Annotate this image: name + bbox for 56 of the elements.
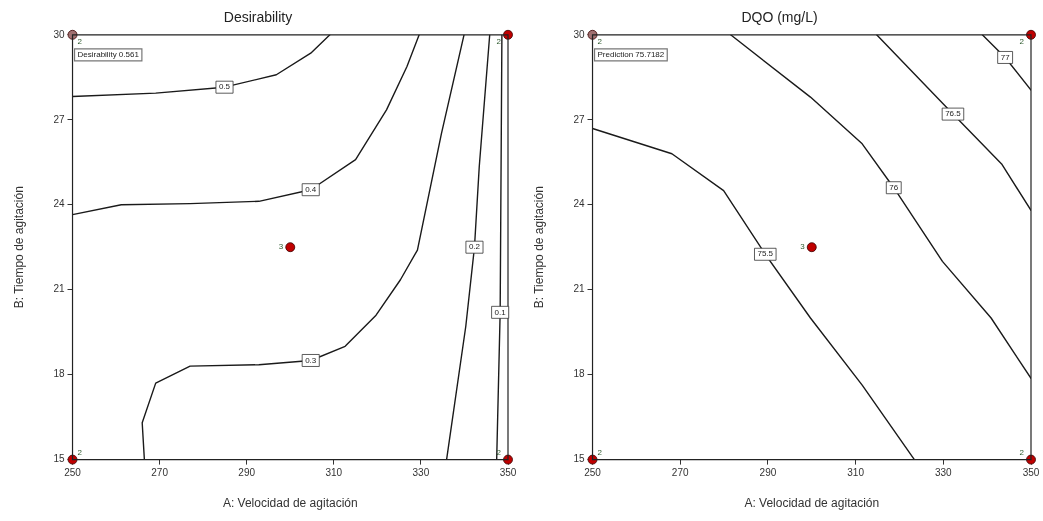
series-label: 77 bbox=[1000, 52, 1011, 62]
y-tick-label: 15 bbox=[53, 453, 65, 465]
y-tick-label: 27 bbox=[573, 113, 585, 125]
annotation: 3 bbox=[278, 242, 284, 252]
y-tick-label: 30 bbox=[573, 28, 585, 40]
point bbox=[285, 242, 296, 253]
x-tick-label: 290 bbox=[238, 467, 256, 479]
x-tick-label: 290 bbox=[759, 467, 777, 479]
x-tick-label: 350 bbox=[499, 467, 517, 479]
x-axis-title: A: Velocidad de agitación bbox=[222, 496, 358, 511]
x-tick-label: 330 bbox=[934, 467, 953, 479]
series-label: 0.5 bbox=[218, 82, 231, 92]
y-tick-label: 30 bbox=[53, 28, 65, 40]
annotation: 2 bbox=[597, 37, 603, 46]
y-tick-label: 18 bbox=[53, 368, 65, 380]
point bbox=[503, 29, 513, 40]
annotation: Desirability 0.561 bbox=[77, 50, 140, 59]
point bbox=[806, 242, 817, 253]
point bbox=[67, 29, 78, 40]
series-label: 0.2 bbox=[468, 242, 481, 252]
y-tick-label: 27 bbox=[53, 113, 65, 125]
y-tick-label: 21 bbox=[53, 283, 65, 295]
annotation: 2 bbox=[597, 447, 603, 457]
x-axis-title: A: Velocidad de agitación bbox=[744, 496, 880, 511]
series-label: 0.4 bbox=[305, 184, 317, 194]
series-label: 0.1 bbox=[494, 307, 507, 317]
y-tick-label: 15 bbox=[573, 453, 585, 465]
point bbox=[587, 454, 598, 465]
y-axis-title: B: Tiempo de agitación bbox=[11, 186, 26, 309]
x-tick-label: 250 bbox=[64, 467, 82, 479]
annotation: 2 bbox=[1019, 447, 1025, 457]
y-tick-label: 21 bbox=[573, 283, 585, 295]
annotation: 3 bbox=[800, 242, 806, 252]
point bbox=[67, 454, 78, 465]
chart-title: DQO (mg/L) bbox=[741, 9, 818, 26]
annotation: 2 bbox=[496, 37, 502, 46]
chart-title: Desirability bbox=[223, 9, 293, 26]
point bbox=[1026, 29, 1036, 40]
y-tick-label: 18 bbox=[573, 368, 585, 380]
annotation: 2 bbox=[77, 37, 83, 46]
x-tick-label: 250 bbox=[584, 467, 602, 479]
x-tick-label: 270 bbox=[151, 467, 169, 479]
x-tick-label: 310 bbox=[847, 467, 865, 479]
point bbox=[587, 29, 598, 40]
y-tick-label: 24 bbox=[53, 198, 65, 210]
x-tick-label: 330 bbox=[412, 467, 430, 479]
x-tick-label: 270 bbox=[671, 467, 689, 479]
y-tick-label: 24 bbox=[573, 198, 585, 210]
annotation: 2 bbox=[496, 447, 502, 457]
annotation: Prediction 75.7182 bbox=[597, 50, 665, 59]
x-tick-label: 310 bbox=[325, 467, 343, 479]
annotation: 2 bbox=[77, 447, 83, 457]
series-label: 76 bbox=[889, 182, 899, 192]
annotation: 2 bbox=[1019, 37, 1025, 46]
y-axis-title: B: Tiempo de agitación bbox=[531, 186, 546, 309]
x-tick-label: 350 bbox=[1022, 467, 1040, 479]
